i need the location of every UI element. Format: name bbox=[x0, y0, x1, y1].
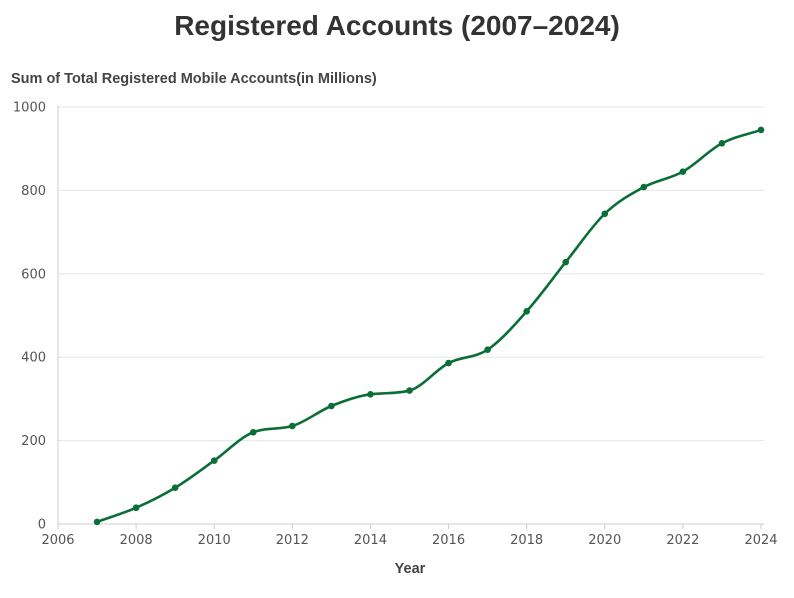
x-tick-label: 2010 bbox=[198, 533, 231, 548]
y-tick-label: 1000 bbox=[13, 101, 46, 116]
x-tick-label: 2012 bbox=[276, 533, 309, 548]
data-point bbox=[249, 428, 257, 436]
data-point bbox=[445, 359, 452, 367]
y-tick-label: 400 bbox=[21, 351, 46, 366]
data-point bbox=[171, 484, 179, 492]
y-tick-label: 600 bbox=[21, 267, 46, 282]
x-tick-label: 2020 bbox=[588, 533, 621, 548]
gridlines bbox=[58, 106, 764, 442]
data-point bbox=[562, 258, 570, 266]
x-tick-label: 2008 bbox=[120, 533, 153, 548]
data-point bbox=[289, 422, 296, 430]
y-tick-labels: 0 200 400 600 800 1000 bbox=[13, 101, 46, 533]
data-point bbox=[328, 402, 335, 410]
y-axis-title: Sum of Total Registered Mobile Accounts(… bbox=[11, 71, 377, 87]
data-point bbox=[484, 346, 491, 353]
data-point bbox=[640, 183, 648, 191]
data-point bbox=[132, 504, 140, 512]
x-axis-title: Year bbox=[395, 561, 426, 577]
y-tick-label: 200 bbox=[21, 434, 46, 449]
x-tick-label: 2006 bbox=[41, 533, 74, 548]
axes bbox=[57, 105, 764, 529]
data-point bbox=[601, 210, 609, 218]
series-line bbox=[95, 128, 763, 524]
data-point bbox=[679, 168, 687, 175]
x-tick-labels: 2006 2008 2010 2012 2014 2016 2018 2020 2022 2024 bbox=[41, 533, 777, 548]
x-tick-label: 2024 bbox=[744, 533, 777, 548]
series-group bbox=[93, 126, 765, 526]
data-point bbox=[367, 391, 374, 398]
data-point bbox=[718, 139, 726, 147]
y-tick-label: 800 bbox=[21, 184, 46, 199]
x-tick-label: 2014 bbox=[354, 533, 387, 548]
data-point bbox=[210, 457, 218, 464]
x-tick-label: 2022 bbox=[666, 533, 699, 548]
data-point bbox=[93, 518, 101, 526]
chart-title: Registered Accounts (2007–2024) bbox=[174, 10, 620, 41]
data-point bbox=[523, 308, 530, 315]
data-point bbox=[406, 387, 413, 394]
data-point bbox=[757, 126, 765, 134]
x-tick-label: 2016 bbox=[432, 533, 465, 548]
y-tick-label: 0 bbox=[38, 518, 46, 533]
x-tick-label: 2018 bbox=[510, 533, 543, 548]
